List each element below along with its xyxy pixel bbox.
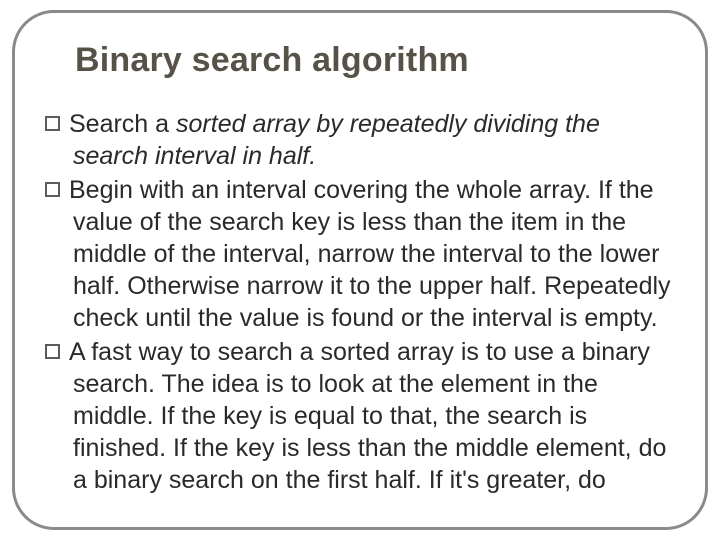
bullet-2: Begin with an interval covering the whol…	[45, 174, 675, 334]
slide-frame: Binary search algorithm Search a sorted …	[12, 10, 708, 530]
bullet-2-text: Begin with an interval covering the whol…	[69, 176, 671, 332]
square-bullet-icon	[45, 116, 60, 131]
slide-title: Binary search algorithm	[75, 41, 469, 80]
bullet-3: A fast way to search a sorted array is t…	[45, 336, 675, 496]
slide-body: Search a sorted array by repeatedly divi…	[45, 108, 675, 498]
square-bullet-icon	[45, 344, 60, 359]
bullet-1: Search a sorted array by repeatedly divi…	[45, 108, 675, 172]
bullet-3-text: A fast way to search a sorted array is t…	[69, 338, 666, 494]
slide: Binary search algorithm Search a sorted …	[0, 0, 720, 540]
bullet-1-prefix: Search a	[69, 110, 176, 138]
square-bullet-icon	[45, 182, 60, 197]
